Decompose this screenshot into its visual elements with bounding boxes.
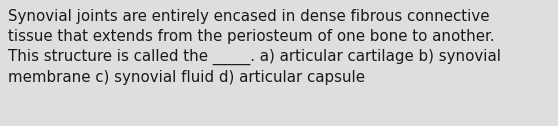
- Text: Synovial joints are entirely encased in dense fibrous connective
tissue that ext: Synovial joints are entirely encased in …: [8, 9, 501, 85]
